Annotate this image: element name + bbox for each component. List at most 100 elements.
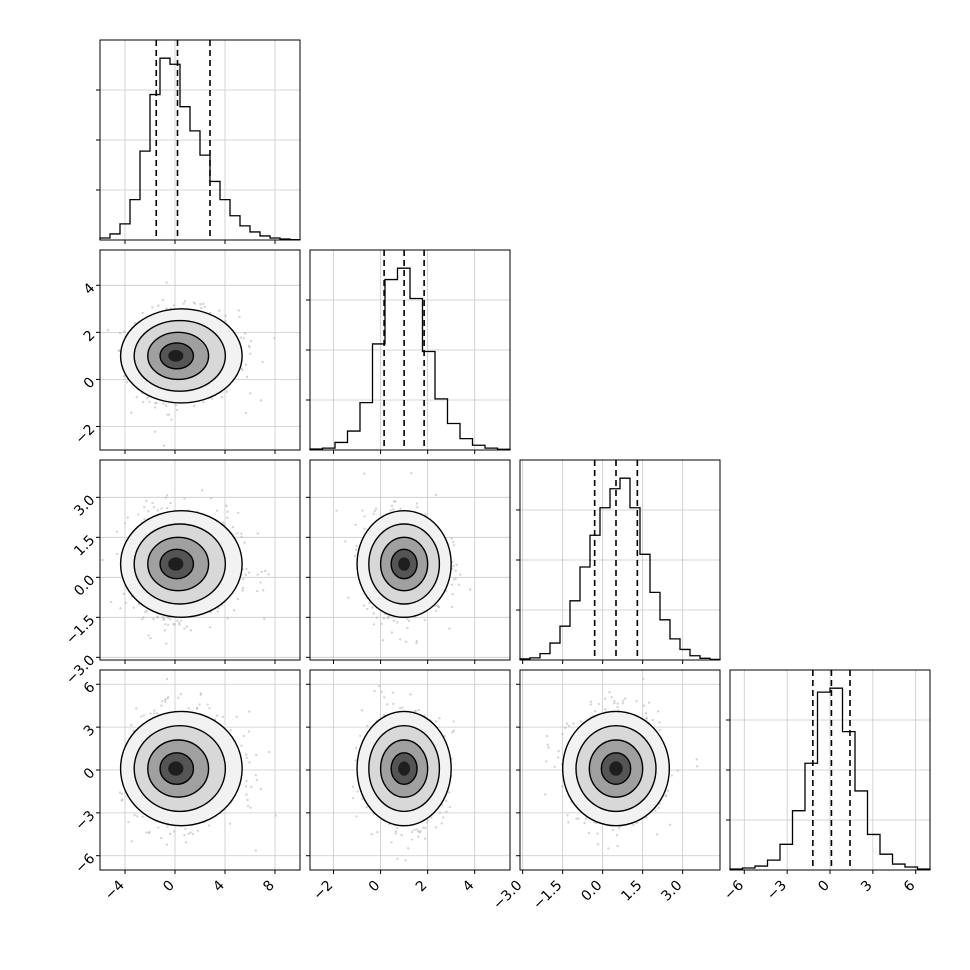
- scatter-point: [130, 723, 133, 727]
- scatter-point: [175, 408, 179, 412]
- scatter-point: [153, 430, 157, 433]
- scatter-point: [220, 395, 224, 399]
- scatter-point: [210, 397, 214, 400]
- scatter-point: [239, 336, 243, 339]
- scatter-point: [161, 298, 165, 302]
- scatter-point: [153, 712, 156, 715]
- scatter-point: [166, 506, 169, 510]
- density-group: [335, 472, 472, 645]
- scatter-point: [229, 729, 233, 732]
- scatter-point: [242, 734, 245, 738]
- scatter-point: [374, 507, 378, 510]
- scatter-point: [413, 828, 416, 832]
- scatter-point: [224, 319, 227, 323]
- contour-line: [119, 509, 243, 619]
- scatter-point: [247, 730, 251, 733]
- scatter-point: [410, 838, 414, 841]
- scatter-point: [274, 814, 277, 817]
- x-tick-label: 6: [901, 877, 919, 895]
- scatter-point: [162, 402, 165, 405]
- scatter-point: [395, 826, 399, 830]
- density-fill: [168, 350, 184, 362]
- scatter-point: [267, 750, 271, 754]
- scatter-point: [406, 617, 409, 621]
- scatter-point: [244, 785, 248, 788]
- x-tick-label: −2: [310, 878, 336, 904]
- scatter-point: [394, 832, 397, 835]
- scatter-point: [201, 489, 204, 492]
- scatter-point: [452, 564, 455, 568]
- contour-line: [356, 710, 452, 827]
- contour-line: [147, 536, 210, 592]
- x-tick-label: 0: [815, 878, 833, 896]
- scatter-point: [245, 753, 248, 756]
- scatter-point: [457, 583, 461, 587]
- scatter-point: [425, 821, 428, 824]
- scatter-point: [378, 684, 381, 688]
- x-tick-label: 8: [260, 878, 278, 896]
- scatter-point: [363, 527, 366, 530]
- x-tick-label: 4: [460, 877, 478, 895]
- scatter-point: [399, 507, 402, 511]
- scatter-point: [133, 321, 136, 325]
- scatter-point: [410, 830, 414, 834]
- scatter-point: [141, 618, 144, 621]
- scatter-point: [656, 710, 660, 713]
- scatter-point: [147, 509, 150, 513]
- scatter-point: [370, 833, 373, 836]
- scatter-point: [191, 832, 195, 836]
- scatter-point: [135, 396, 138, 399]
- scatter-point: [389, 509, 392, 512]
- scatter-point: [142, 714, 145, 717]
- scatter-point: [455, 563, 458, 567]
- scatter-point: [406, 847, 410, 850]
- scatter-point: [424, 513, 427, 516]
- scatter-point: [179, 693, 182, 696]
- y-tick-label: 4: [81, 280, 99, 298]
- scatter-point: [248, 392, 252, 395]
- scatter-point: [141, 400, 145, 404]
- scatter-point: [118, 791, 122, 794]
- scatter-point: [381, 639, 385, 642]
- scatter-point: [354, 759, 357, 762]
- scatter-point: [356, 790, 359, 793]
- scatter-point: [141, 311, 144, 315]
- scatter-point: [133, 813, 136, 817]
- y-tick-label: −3: [72, 808, 98, 834]
- scatter-point: [182, 302, 185, 305]
- scatter-point: [442, 816, 445, 819]
- scatter-point: [553, 765, 556, 769]
- scatter-point: [245, 375, 249, 379]
- scatter-point: [147, 831, 151, 834]
- scatter-point: [567, 724, 571, 728]
- scatter-point: [231, 526, 235, 529]
- scatter-point: [254, 773, 257, 777]
- scatter-point: [245, 756, 248, 759]
- scatter-point: [615, 834, 619, 837]
- scatter-point: [215, 714, 219, 717]
- scatter-point: [261, 589, 265, 592]
- scatter-point: [241, 586, 245, 590]
- scatter-point: [143, 517, 146, 521]
- scatter-point: [226, 516, 229, 520]
- scatter-point: [254, 753, 258, 757]
- scatter-point: [260, 570, 264, 574]
- scatter-point: [373, 689, 376, 693]
- scatter-point: [335, 509, 338, 512]
- scatter-point: [243, 541, 246, 544]
- scatter-point: [390, 841, 393, 844]
- scatter-point: [173, 830, 176, 833]
- scatter-point: [196, 829, 200, 832]
- scatter-point: [149, 712, 152, 715]
- scatter-point: [241, 589, 244, 592]
- scatter-point: [157, 826, 160, 829]
- scatter-point: [143, 505, 146, 509]
- scatter-point: [245, 779, 248, 783]
- y-tick-label: 2: [81, 327, 99, 345]
- scatter-point: [176, 619, 179, 622]
- y-tick-label: 1.5: [71, 532, 98, 559]
- contour-line: [119, 308, 243, 404]
- grid-lines: [520, 460, 720, 660]
- scatter-point: [249, 806, 252, 809]
